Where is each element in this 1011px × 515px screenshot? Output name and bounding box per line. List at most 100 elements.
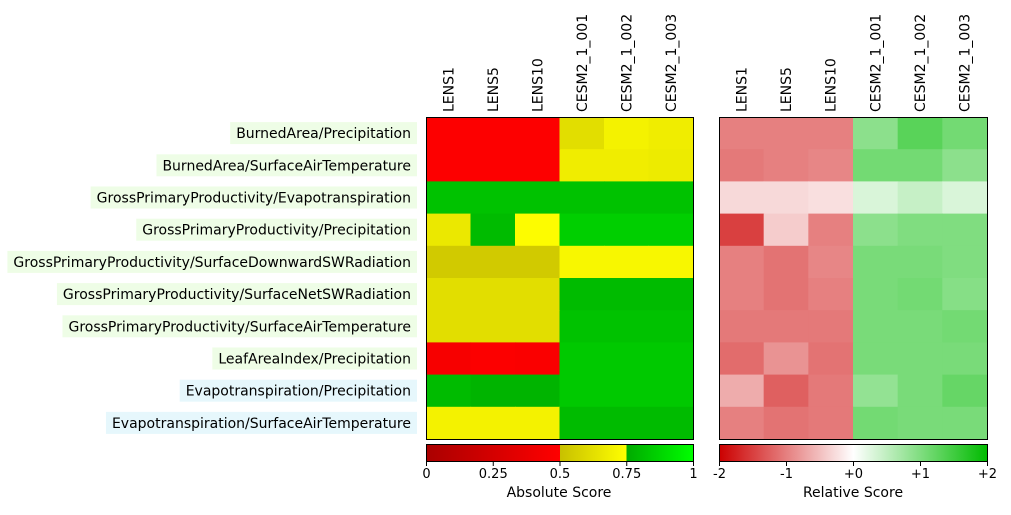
relative-cell: [853, 213, 899, 247]
row-label: GrossPrimaryProductivity/Precipitation: [136, 218, 417, 241]
relative-cell: [719, 310, 765, 343]
row-label-text: Evapotranspiration/SurfaceAirTemperature: [112, 416, 411, 432]
row-label-text: BurnedArea/SurfaceAirTemperature: [162, 158, 411, 174]
absolute-cell: [648, 374, 694, 408]
relative-cell: [897, 310, 943, 343]
absolute-tick-label: 0.5: [550, 467, 571, 482]
absolute-cell: [515, 117, 561, 150]
absolute-cell: [604, 213, 650, 247]
relative-cell: [942, 406, 988, 440]
row-label: BurnedArea/SurfaceAirTemperature: [156, 154, 417, 177]
row-label-text: GrossPrimaryProductivity/SurfaceNetSWRad…: [63, 287, 411, 303]
absolute-column-label: LENS5: [486, 67, 502, 112]
relative-cell: [763, 245, 809, 279]
relative-cell: [808, 310, 854, 343]
absolute-cell: [604, 374, 650, 408]
row-label: Evapotranspiration/Precipitation: [179, 379, 417, 402]
relative-cell: [942, 278, 988, 311]
absolute-cell: [426, 213, 472, 247]
absolute-cell: [648, 278, 694, 311]
relative-cell: [763, 406, 809, 440]
absolute-column-label: CESM2_1_002: [619, 14, 635, 112]
absolute-column-label: CESM2_1_003: [664, 14, 680, 112]
relative-cell: [763, 310, 809, 343]
row-label-highlight: [62, 315, 417, 338]
absolute-colorbar: [426, 444, 694, 462]
absolute-cell: [470, 310, 516, 343]
absolute-cell: [559, 181, 605, 215]
relative-cell: [897, 374, 943, 408]
absolute-cell: [604, 117, 650, 150]
absolute-cell: [648, 149, 694, 182]
absolute-column-label: CESM2_1_001: [575, 14, 591, 112]
relative-cell: [719, 278, 765, 311]
relative-cell: [853, 310, 899, 343]
absolute-cell: [648, 213, 694, 247]
relative-cell: [763, 213, 809, 247]
relative-cell: [853, 245, 899, 279]
relative-cell: [942, 117, 988, 150]
row-label-highlight: [105, 411, 417, 434]
relative-cell: [853, 374, 899, 408]
absolute-cell: [515, 245, 561, 279]
relative-score-panel: LENS1 LENS5 LENS10 CESM2_1_001 CESM2_1_002 CE…: [713, 14, 997, 501]
relative-cell: [808, 342, 854, 376]
relative-cell: [763, 342, 809, 376]
relative-tick-label: -2: [713, 467, 726, 482]
absolute-cell: [470, 406, 516, 440]
relative-cell: [808, 117, 854, 150]
row-label: LeafAreaIndex/Precipitation: [212, 347, 417, 370]
relative-cell: [897, 342, 943, 376]
relative-cell: [719, 181, 765, 215]
absolute-cell: [426, 310, 472, 343]
row-labels: BurnedArea/Precipitation BurnedArea/Surfa…: [7, 122, 417, 434]
absolute-cell: [515, 278, 561, 311]
row-label-highlight: [156, 154, 417, 177]
relative-cell: [763, 278, 809, 311]
row-label-highlight: [90, 186, 417, 209]
relative-cell: [808, 406, 854, 440]
absolute-cell: [470, 342, 516, 376]
absolute-cell: [426, 406, 472, 440]
relative-cell: [942, 310, 988, 343]
relative-cell: [942, 245, 988, 279]
relative-cell: [853, 181, 899, 215]
absolute-score-panel: LENS1 LENS5 LENS10 CESM2_1_001 CESM2_1_002 CE…: [422, 14, 697, 501]
absolute-cell: [604, 278, 650, 311]
row-label: GrossPrimaryProductivity/Evapotranspirat…: [90, 186, 417, 209]
relative-cell: [719, 406, 765, 440]
relative-cell: [808, 213, 854, 247]
row-label-text: LeafAreaIndex/Precipitation: [218, 352, 411, 368]
absolute-cell: [470, 278, 516, 311]
absolute-colorbar-title: Absolute Score: [507, 485, 612, 501]
absolute-cell: [559, 213, 605, 247]
relative-cell: [719, 374, 765, 408]
relative-cell: [897, 213, 943, 247]
absolute-heatmap-frame: [426, 117, 694, 440]
absolute-cell: [648, 245, 694, 279]
relative-cell: [808, 374, 854, 408]
absolute-cell: [426, 149, 472, 182]
relative-tick-label: +0: [844, 467, 863, 482]
row-label-highlight: [56, 283, 417, 306]
relative-column-labels: LENS1 LENS5 LENS10 CESM2_1_001 CESM2_1_002 CE…: [734, 14, 973, 112]
absolute-cell: [604, 310, 650, 343]
relative-cell: [853, 278, 899, 311]
absolute-cell: [470, 181, 516, 215]
absolute-cell: [604, 245, 650, 279]
row-label-highlight: [230, 122, 417, 145]
relative-column-label: CESM2_1_002: [913, 14, 929, 112]
row-label-text: GrossPrimaryProductivity/Precipitation: [142, 223, 411, 239]
absolute-cell: [515, 310, 561, 343]
relative-cells: [719, 117, 988, 440]
absolute-colorbar-ticks: 0 0.25 0.5 0.75 1: [422, 462, 698, 482]
row-label-highlight: [179, 379, 417, 402]
row-label-highlight: [212, 347, 417, 370]
relative-cell: [763, 117, 809, 150]
absolute-cell: [515, 213, 561, 247]
relative-cell: [897, 278, 943, 311]
absolute-cell: [515, 374, 561, 408]
absolute-cell: [515, 406, 561, 440]
relative-cell: [853, 406, 899, 440]
